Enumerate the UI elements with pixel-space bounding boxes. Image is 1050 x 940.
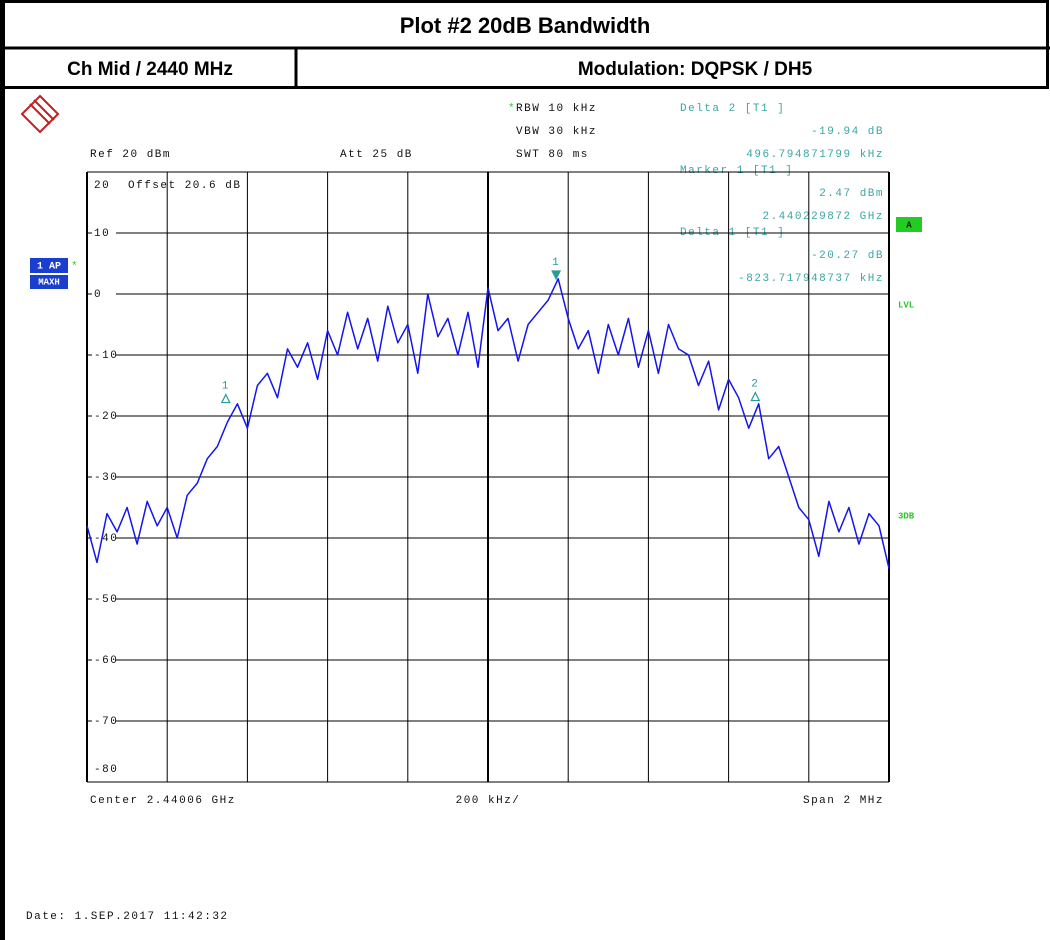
y-tick-label: 20 [94, 180, 110, 192]
trace-label: 1 AP [37, 262, 61, 273]
readout-line: 2.440229872 GHz [762, 211, 884, 223]
y-tick-label: -50 [94, 594, 118, 606]
trace [86, 278, 890, 569]
date: Date: 1.SEP.2017 11:42:32 [26, 911, 229, 923]
y-tick-label: -30 [94, 472, 118, 484]
tick-label-bg [92, 471, 116, 483]
title: Plot #2 20dB Bandwidth [400, 13, 651, 38]
marker [220, 393, 231, 404]
ref: Ref 20 dBm [90, 149, 171, 161]
tick-label-bg [92, 593, 116, 605]
a-label: A [906, 220, 912, 230]
y-tick-label: -70 [94, 716, 118, 728]
tick-label-bg [92, 654, 116, 666]
y-tick-label: -20 [94, 411, 118, 423]
y-tick-label: 10 [94, 228, 110, 240]
plot: 20 10 0 -10 -20 -30 -40 -50 -60 -70 -80 1 1 2 [86, 171, 890, 783]
marker [750, 391, 761, 402]
tick-label-bg [92, 715, 116, 727]
header-frame [0, 0, 1049, 89]
y-tick-label: -10 [94, 350, 118, 362]
div-label: 200 kHz/ [456, 795, 521, 807]
rbw-star: * [508, 103, 516, 115]
tick-label-bg [92, 763, 116, 775]
3db-label: 3DB [898, 511, 915, 521]
tick-label-bg [92, 179, 116, 191]
tick-label-bg [92, 227, 116, 239]
tick-label-bg [92, 532, 116, 544]
readout-line: 496.794871799 kHz [746, 149, 884, 161]
mode-label: MAXH [38, 277, 60, 287]
modulation: Modulation: DQPSK / DH5 [578, 59, 813, 80]
center-label: Center 2.44006 GHz [90, 795, 236, 807]
tick-label-bg [92, 349, 116, 361]
marker [551, 270, 562, 281]
mode-badge [30, 275, 68, 289]
offset: Offset 20.6 dB [128, 180, 241, 192]
logo [20, 94, 60, 134]
marker-readout: Delta 2 [T1 ] -19.94 dB 496.794871799 kHz M… [680, 103, 884, 285]
channel: Ch Mid / 2440 MHz [67, 59, 233, 80]
readout-line: -823.717948737 kHz [738, 273, 884, 285]
vbw: VBW 30 kHz [516, 126, 597, 138]
readout-line: -19.94 dB [811, 126, 884, 138]
y-tick-label: -80 [94, 764, 118, 776]
trace-star: * [71, 261, 79, 273]
lvl-label: LVL [898, 300, 914, 310]
rbw: RBW 10 kHz [516, 103, 597, 115]
span-label: Span 2 MHz [803, 795, 884, 807]
att: Att 25 dB [340, 149, 413, 161]
tick-label-bg [92, 288, 116, 300]
readout-line: Marker 1 [T1 ] [680, 165, 793, 177]
readout-line: 2.47 dBm [819, 188, 884, 200]
y-tick-label: -60 [94, 655, 118, 667]
trace-badge [30, 258, 68, 273]
marker-label: 1 [552, 257, 560, 269]
swt: SWT 80 ms [516, 149, 589, 161]
a-badge [896, 217, 922, 232]
readout-line: Delta 2 [T1 ] [680, 103, 785, 115]
left-border [0, 0, 5, 940]
marker-label: 1 [222, 380, 230, 392]
readout-line: -20.27 dB [811, 250, 884, 262]
marker-label: 2 [751, 378, 759, 390]
y-tick-label: 0 [94, 289, 102, 301]
tick-label-bg [92, 410, 116, 422]
y-tick-label: -40 [94, 533, 118, 545]
